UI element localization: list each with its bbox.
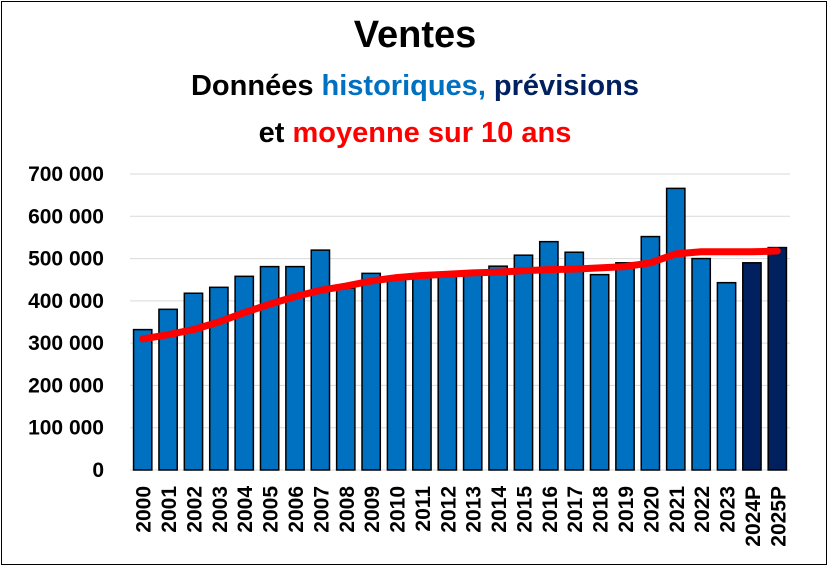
- bar: [640, 235, 661, 471]
- x-tick-label: 2007: [310, 486, 333, 533]
- bar: [564, 251, 585, 471]
- y-tick-label: 300 000: [28, 332, 104, 355]
- bar: [742, 262, 762, 471]
- x-axis-ticks: 2000 2001 2002 2003 2004 2005 2006 2007 2008 2009…: [133, 486, 791, 547]
- x-tick-label: 2000: [133, 486, 156, 533]
- y-tick-label: 400 000: [28, 290, 104, 313]
- x-tick-label: 2020: [640, 486, 663, 533]
- bar: [513, 254, 534, 471]
- bar: [234, 275, 255, 471]
- subtitle-moyenne: moyenne sur 10 ans: [292, 117, 572, 149]
- x-tick-label: 2023: [717, 486, 740, 533]
- y-tick-label: 700 000: [28, 163, 104, 186]
- x-tick-label: 2012: [437, 486, 460, 533]
- x-tick-label: 2015: [514, 486, 537, 533]
- bar: [158, 308, 178, 471]
- x-tick-label: 2005: [260, 486, 283, 533]
- bar: [665, 187, 686, 471]
- title-text: Ventes: [353, 14, 477, 56]
- x-tick-label: 2018: [590, 486, 613, 533]
- subtitle-et: et: [258, 117, 293, 149]
- x-tick-label: 2008: [336, 486, 359, 533]
- chart-subtitle-line1: Données historiques, prévisions: [0, 70, 830, 103]
- bar: [437, 273, 458, 471]
- x-tick-label: 2019: [615, 486, 638, 533]
- y-tick-label: 500 000: [28, 248, 104, 271]
- bar: [589, 273, 610, 471]
- chart-subtitle-line2: et moyenne sur 10 ans: [0, 117, 830, 150]
- bar: [259, 265, 280, 471]
- x-tick-label: 2003: [209, 486, 232, 533]
- x-tick-label: 2022: [691, 486, 714, 533]
- x-tick-label: 2002: [184, 486, 207, 533]
- bar: [462, 271, 483, 471]
- x-tick-label: 2024P: [742, 486, 765, 547]
- bar: [767, 246, 788, 471]
- bars: [132, 187, 788, 471]
- y-axis-ticks: 0 100 000 200 000 300 000 400 000 500 000 600 …: [28, 163, 104, 482]
- x-tick-label: 2025P: [767, 486, 790, 547]
- bar: [132, 328, 153, 471]
- x-tick-label: 2013: [463, 486, 486, 533]
- average-line: [139, 247, 781, 343]
- x-tick-label: 2001: [158, 486, 181, 533]
- x-tick-label: 2010: [387, 486, 410, 533]
- x-tick-label: 2006: [285, 486, 308, 533]
- x-tick-label: 2004: [234, 486, 257, 533]
- subtitle-historiques: historiques,: [321, 70, 486, 102]
- bar: [361, 272, 382, 471]
- x-tick-label: 2011: [412, 486, 435, 532]
- bar: [488, 265, 508, 471]
- bar: [538, 240, 559, 471]
- bar: [615, 262, 635, 471]
- x-tick-label: 2016: [539, 486, 562, 533]
- bar: [412, 274, 432, 471]
- chart-title: Ventes: [0, 14, 830, 57]
- bar: [183, 292, 204, 471]
- x-tick-label: 2021: [666, 486, 689, 533]
- subtitle-previsions: prévisions: [485, 70, 639, 102]
- y-tick-label: 100 000: [28, 417, 104, 440]
- y-tick-label: 600 000: [28, 205, 104, 228]
- y-tick-label: 0: [92, 459, 104, 482]
- bar: [691, 257, 712, 471]
- bar: [285, 265, 305, 471]
- subtitle-donnees: Données: [190, 70, 322, 102]
- x-tick-label: 2009: [361, 486, 384, 533]
- x-tick-label: 2014: [488, 486, 511, 533]
- average-series-line: [139, 247, 781, 343]
- bar: [208, 286, 229, 471]
- y-tick-label: 200 000: [28, 374, 104, 397]
- bar: [310, 249, 331, 471]
- x-tick-label: 2017: [564, 486, 587, 533]
- bar: [386, 276, 407, 471]
- gridlines: [130, 173, 790, 471]
- bar: [335, 287, 356, 471]
- bar: [716, 281, 737, 471]
